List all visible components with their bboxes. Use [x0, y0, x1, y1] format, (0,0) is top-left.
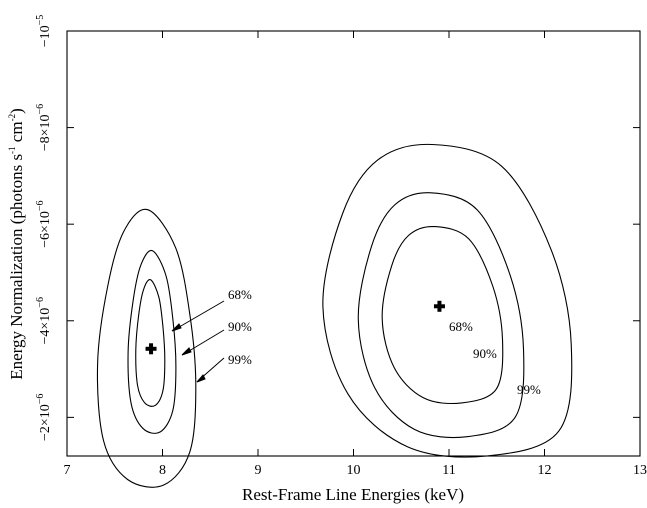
- x-axis-title: Rest-Frame Line Energies (keV): [242, 485, 464, 504]
- y-tick-exponent: −6: [35, 297, 46, 308]
- y-tick-label: −4×10−6: [35, 297, 53, 344]
- y-tick-label: −6×10−6: [35, 200, 53, 247]
- y-axis-title-main: Energy Normalization (photons s: [7, 154, 26, 380]
- y-tick-exponent: −6: [35, 200, 46, 211]
- arrow-90-line: [183, 329, 225, 355]
- best-fit-marker-line-1: [145, 343, 157, 355]
- x-tick-label: 11: [442, 463, 455, 478]
- contour-line-2-68pct: [381, 225, 504, 405]
- x-axis-ticks: 7 8 9 10 11 12 13: [64, 31, 647, 478]
- annotation-right-90: 90%: [473, 346, 497, 361]
- contour-line-1-90pct: [127, 249, 177, 434]
- contour-line-1-99pct: [96, 208, 197, 488]
- y-tick-label: −2×10−6: [35, 394, 53, 441]
- contour-line-2-90pct: [357, 192, 525, 439]
- y-tick-exponent: −5: [35, 15, 46, 26]
- x-tick-label: 12: [538, 463, 552, 478]
- x-tick-label: 13: [633, 463, 647, 478]
- y-axis-title: Energy Normalization (photons s-1 cm-2): [7, 108, 26, 380]
- y-tick-mantissa: −8×10: [38, 115, 53, 152]
- arrow-68-line: [173, 300, 225, 331]
- y-tick-label: −10−5: [35, 15, 53, 48]
- y-axis-title-sup2: -2: [7, 114, 17, 122]
- annotation-left-68: 68%: [228, 287, 252, 302]
- x-tick-label: 9: [255, 463, 262, 478]
- contour-line-1-68pct: [135, 279, 166, 407]
- y-tick-mantissa: −10: [38, 25, 53, 47]
- annotation-right-99: 99%: [517, 382, 541, 397]
- x-tick-label: 8: [159, 463, 166, 478]
- annotation-left-90: 90%: [228, 319, 252, 334]
- best-fit-markers: [145, 300, 445, 355]
- plot-frame: [66, 30, 641, 457]
- y-axis-title-mid: cm: [7, 121, 26, 146]
- arrow-99-head: [196, 374, 206, 383]
- annotation-arrows: [171, 300, 225, 383]
- y-tick-exponent: −6: [35, 104, 46, 115]
- y-tick-label: −8×10−6: [35, 104, 53, 151]
- marker-bar-v: [149, 343, 154, 355]
- y-axis-ticks: −2×10−6−4×10−6−6×10−6−8×10−6−10−5: [35, 15, 640, 441]
- best-fit-marker-line-2: [433, 300, 445, 312]
- y-axis-title-sup1: -1: [7, 146, 17, 154]
- arrow-90-head: [181, 347, 192, 356]
- annotation-right-68: 68%: [449, 319, 473, 334]
- marker-bar-v: [437, 300, 442, 312]
- annotation-left-99: 99%: [228, 352, 252, 367]
- confidence-contours: [96, 143, 573, 488]
- arrow-68-head: [171, 323, 182, 332]
- y-tick-mantissa: −2×10: [38, 404, 53, 441]
- y-tick-exponent: −6: [35, 394, 46, 405]
- y-tick-mantissa: −6×10: [38, 211, 53, 248]
- contour-line-2-99pct: [322, 143, 573, 458]
- x-tick-label: 10: [347, 463, 361, 478]
- y-tick-mantissa: −4×10: [38, 308, 53, 345]
- y-axis-title-end: ): [7, 108, 26, 114]
- x-tick-label: 7: [64, 463, 71, 478]
